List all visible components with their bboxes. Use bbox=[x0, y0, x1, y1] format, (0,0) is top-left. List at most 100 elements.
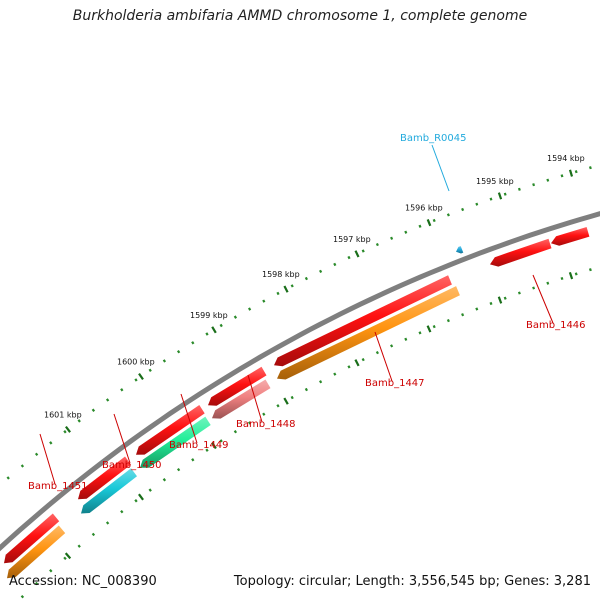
minor-tick bbox=[191, 341, 195, 345]
minor-tick bbox=[304, 387, 308, 392]
minor-tick bbox=[432, 218, 436, 223]
minor-tick bbox=[461, 207, 465, 212]
kbp-label-1600: 1600 kbp bbox=[117, 358, 155, 367]
minor-tick bbox=[319, 380, 323, 384]
leader-line-R0045 bbox=[431, 144, 450, 192]
minor-tick bbox=[233, 315, 238, 319]
minor-tick bbox=[290, 284, 294, 288]
major-tick bbox=[354, 250, 360, 258]
gene-label-1451[interactable]: Bamb_1451 bbox=[28, 481, 88, 492]
minor-tick bbox=[574, 272, 578, 276]
label-layer: 1594 kbp 1595 kbp 1596 kbp 1597 kbp 1598 kbp… bbox=[28, 133, 586, 492]
feature-track bbox=[4, 227, 590, 579]
minor-tick bbox=[205, 332, 209, 336]
minor-tick bbox=[20, 464, 25, 468]
minor-tick bbox=[404, 230, 408, 234]
minor-tick bbox=[34, 581, 39, 586]
minor-tick bbox=[176, 350, 181, 354]
gene-label-1448[interactable]: Bamb_1448 bbox=[236, 419, 296, 430]
gene-arrow-1451b[interactable] bbox=[7, 525, 66, 579]
minor-tick bbox=[77, 419, 81, 423]
gene-arrow-1446b[interactable] bbox=[490, 238, 552, 267]
minor-tick bbox=[588, 268, 592, 272]
major-tick bbox=[497, 192, 503, 200]
minor-tick bbox=[105, 521, 110, 525]
kbp-label-1597: 1597 kbp bbox=[333, 235, 371, 244]
gene-arrow-R0045[interactable] bbox=[456, 246, 464, 254]
minor-tick bbox=[247, 421, 252, 425]
minor-tick bbox=[418, 224, 422, 228]
map-title: Burkholderia ambifaria AMMD chromosome 1… bbox=[72, 8, 528, 24]
gene-arrow-1447a[interactable] bbox=[274, 275, 452, 367]
major-tick bbox=[283, 397, 289, 405]
major-tick bbox=[283, 285, 289, 293]
leader-line-1450 bbox=[113, 413, 131, 464]
minor-tick bbox=[262, 412, 266, 416]
gene-label-1446[interactable]: Bamb_1446 bbox=[526, 320, 586, 331]
minor-tick bbox=[276, 291, 280, 296]
major-tick bbox=[64, 552, 72, 560]
minor-tick bbox=[148, 368, 152, 372]
major-tick bbox=[354, 359, 360, 367]
gene-arrow-1451a[interactable] bbox=[4, 513, 60, 564]
gene-label-R0045[interactable]: Bamb_R0045 bbox=[400, 133, 466, 144]
minor-tick bbox=[304, 276, 308, 281]
gene-arrow-1450a[interactable] bbox=[78, 456, 131, 500]
major-tick bbox=[65, 425, 71, 433]
kbp-label-1599: 1599 kbp bbox=[190, 311, 228, 320]
minor-tick bbox=[49, 441, 53, 445]
minor-tick bbox=[63, 556, 67, 561]
minor-tick bbox=[390, 236, 394, 240]
minor-tick bbox=[517, 187, 521, 191]
minor-tick bbox=[517, 291, 521, 295]
leader-line-1446 bbox=[532, 274, 554, 324]
gene-label-1449[interactable]: Bamb_1449 bbox=[169, 440, 229, 451]
minor-tick bbox=[333, 372, 337, 376]
gene-arrow-1449a[interactable] bbox=[136, 405, 205, 455]
backbone bbox=[0, 211, 600, 552]
gene-arrow-1450b[interactable] bbox=[81, 468, 137, 514]
accession-text: Accession: NC_008390 bbox=[9, 574, 157, 589]
minor-tick bbox=[49, 569, 53, 573]
gene-arrow-1448b[interactable] bbox=[212, 379, 271, 419]
gene-arrow-1448a[interactable] bbox=[208, 366, 267, 406]
gene-label-1447[interactable]: Bamb_1447 bbox=[365, 378, 425, 389]
genome-stats-text: Topology: circular; Length: 3,556,545 bp… bbox=[233, 574, 591, 589]
minor-tick bbox=[574, 170, 578, 174]
minor-tick bbox=[205, 448, 209, 452]
minor-tick bbox=[503, 192, 507, 196]
minor-tick bbox=[347, 365, 351, 369]
minor-tick bbox=[91, 408, 96, 412]
leader-line-1448 bbox=[247, 374, 263, 423]
minor-tick bbox=[532, 183, 536, 187]
minor-tick bbox=[290, 395, 294, 400]
gene-arrow-1447b[interactable] bbox=[277, 286, 460, 380]
major-tick bbox=[211, 442, 217, 450]
minor-tick bbox=[91, 532, 96, 537]
gene-label-1450[interactable]: Bamb_1450 bbox=[102, 460, 162, 471]
minor-tick bbox=[475, 307, 479, 311]
minor-tick bbox=[503, 296, 507, 300]
minor-tick bbox=[432, 324, 436, 329]
minor-tick bbox=[390, 344, 394, 348]
minor-tick bbox=[361, 357, 365, 362]
minor-tick bbox=[134, 378, 138, 382]
outer-tick-ring bbox=[6, 166, 592, 480]
gene-arrow-1446a[interactable] bbox=[551, 227, 590, 246]
minor-tick bbox=[63, 430, 67, 434]
minor-tick bbox=[446, 213, 450, 217]
minor-tick bbox=[34, 452, 39, 456]
minor-tick bbox=[120, 510, 124, 514]
inner-tick-ring bbox=[20, 268, 592, 599]
kbp-label-1598: 1598 kbp bbox=[262, 270, 300, 279]
minor-tick bbox=[134, 499, 138, 503]
minor-tick bbox=[319, 269, 323, 274]
minor-tick bbox=[276, 404, 280, 408]
minor-tick bbox=[148, 488, 152, 492]
minor-tick bbox=[361, 249, 365, 253]
minor-tick bbox=[162, 359, 167, 363]
minor-tick bbox=[418, 331, 422, 335]
major-tick bbox=[568, 271, 574, 280]
